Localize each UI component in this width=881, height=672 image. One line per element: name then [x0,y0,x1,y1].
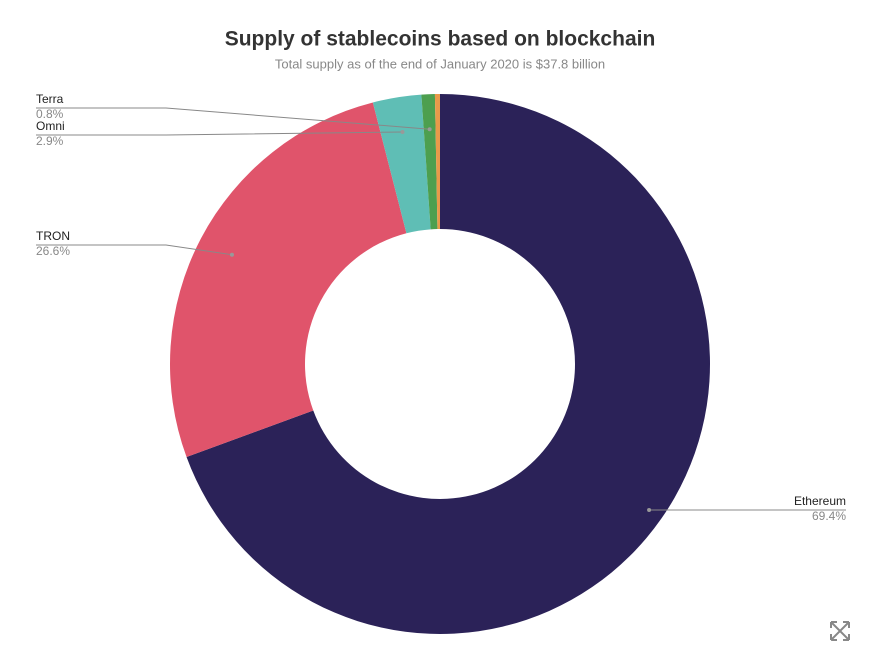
leader-line [36,107,430,130]
chart-title: Supply of stablecoins based on blockchai… [225,28,656,51]
expand-icon[interactable] [830,621,850,641]
donut-slice [434,94,440,230]
value-label: 0.8% [36,107,64,121]
category-label: Omni [36,119,65,133]
leader-line [36,244,233,256]
category-label: Terra [36,92,64,106]
value-label: 2.9% [36,134,64,148]
leader-line [36,131,403,136]
leader-dot [400,130,405,135]
donut-slice [186,94,710,634]
donut-slice [170,102,407,458]
category-label: TRON [36,229,70,243]
category-label: Ethereum [794,494,846,508]
leader-dot [427,127,432,132]
chart-subtitle: Total supply as of the end of January 20… [275,56,605,71]
donut-slice [372,94,431,234]
value-label: 26.6% [36,244,70,258]
leader-dot [229,252,234,257]
leader-dot [647,507,652,512]
value-label: 69.4% [812,509,846,523]
expand-icon-path[interactable] [830,621,850,641]
donut-slice [421,94,438,230]
